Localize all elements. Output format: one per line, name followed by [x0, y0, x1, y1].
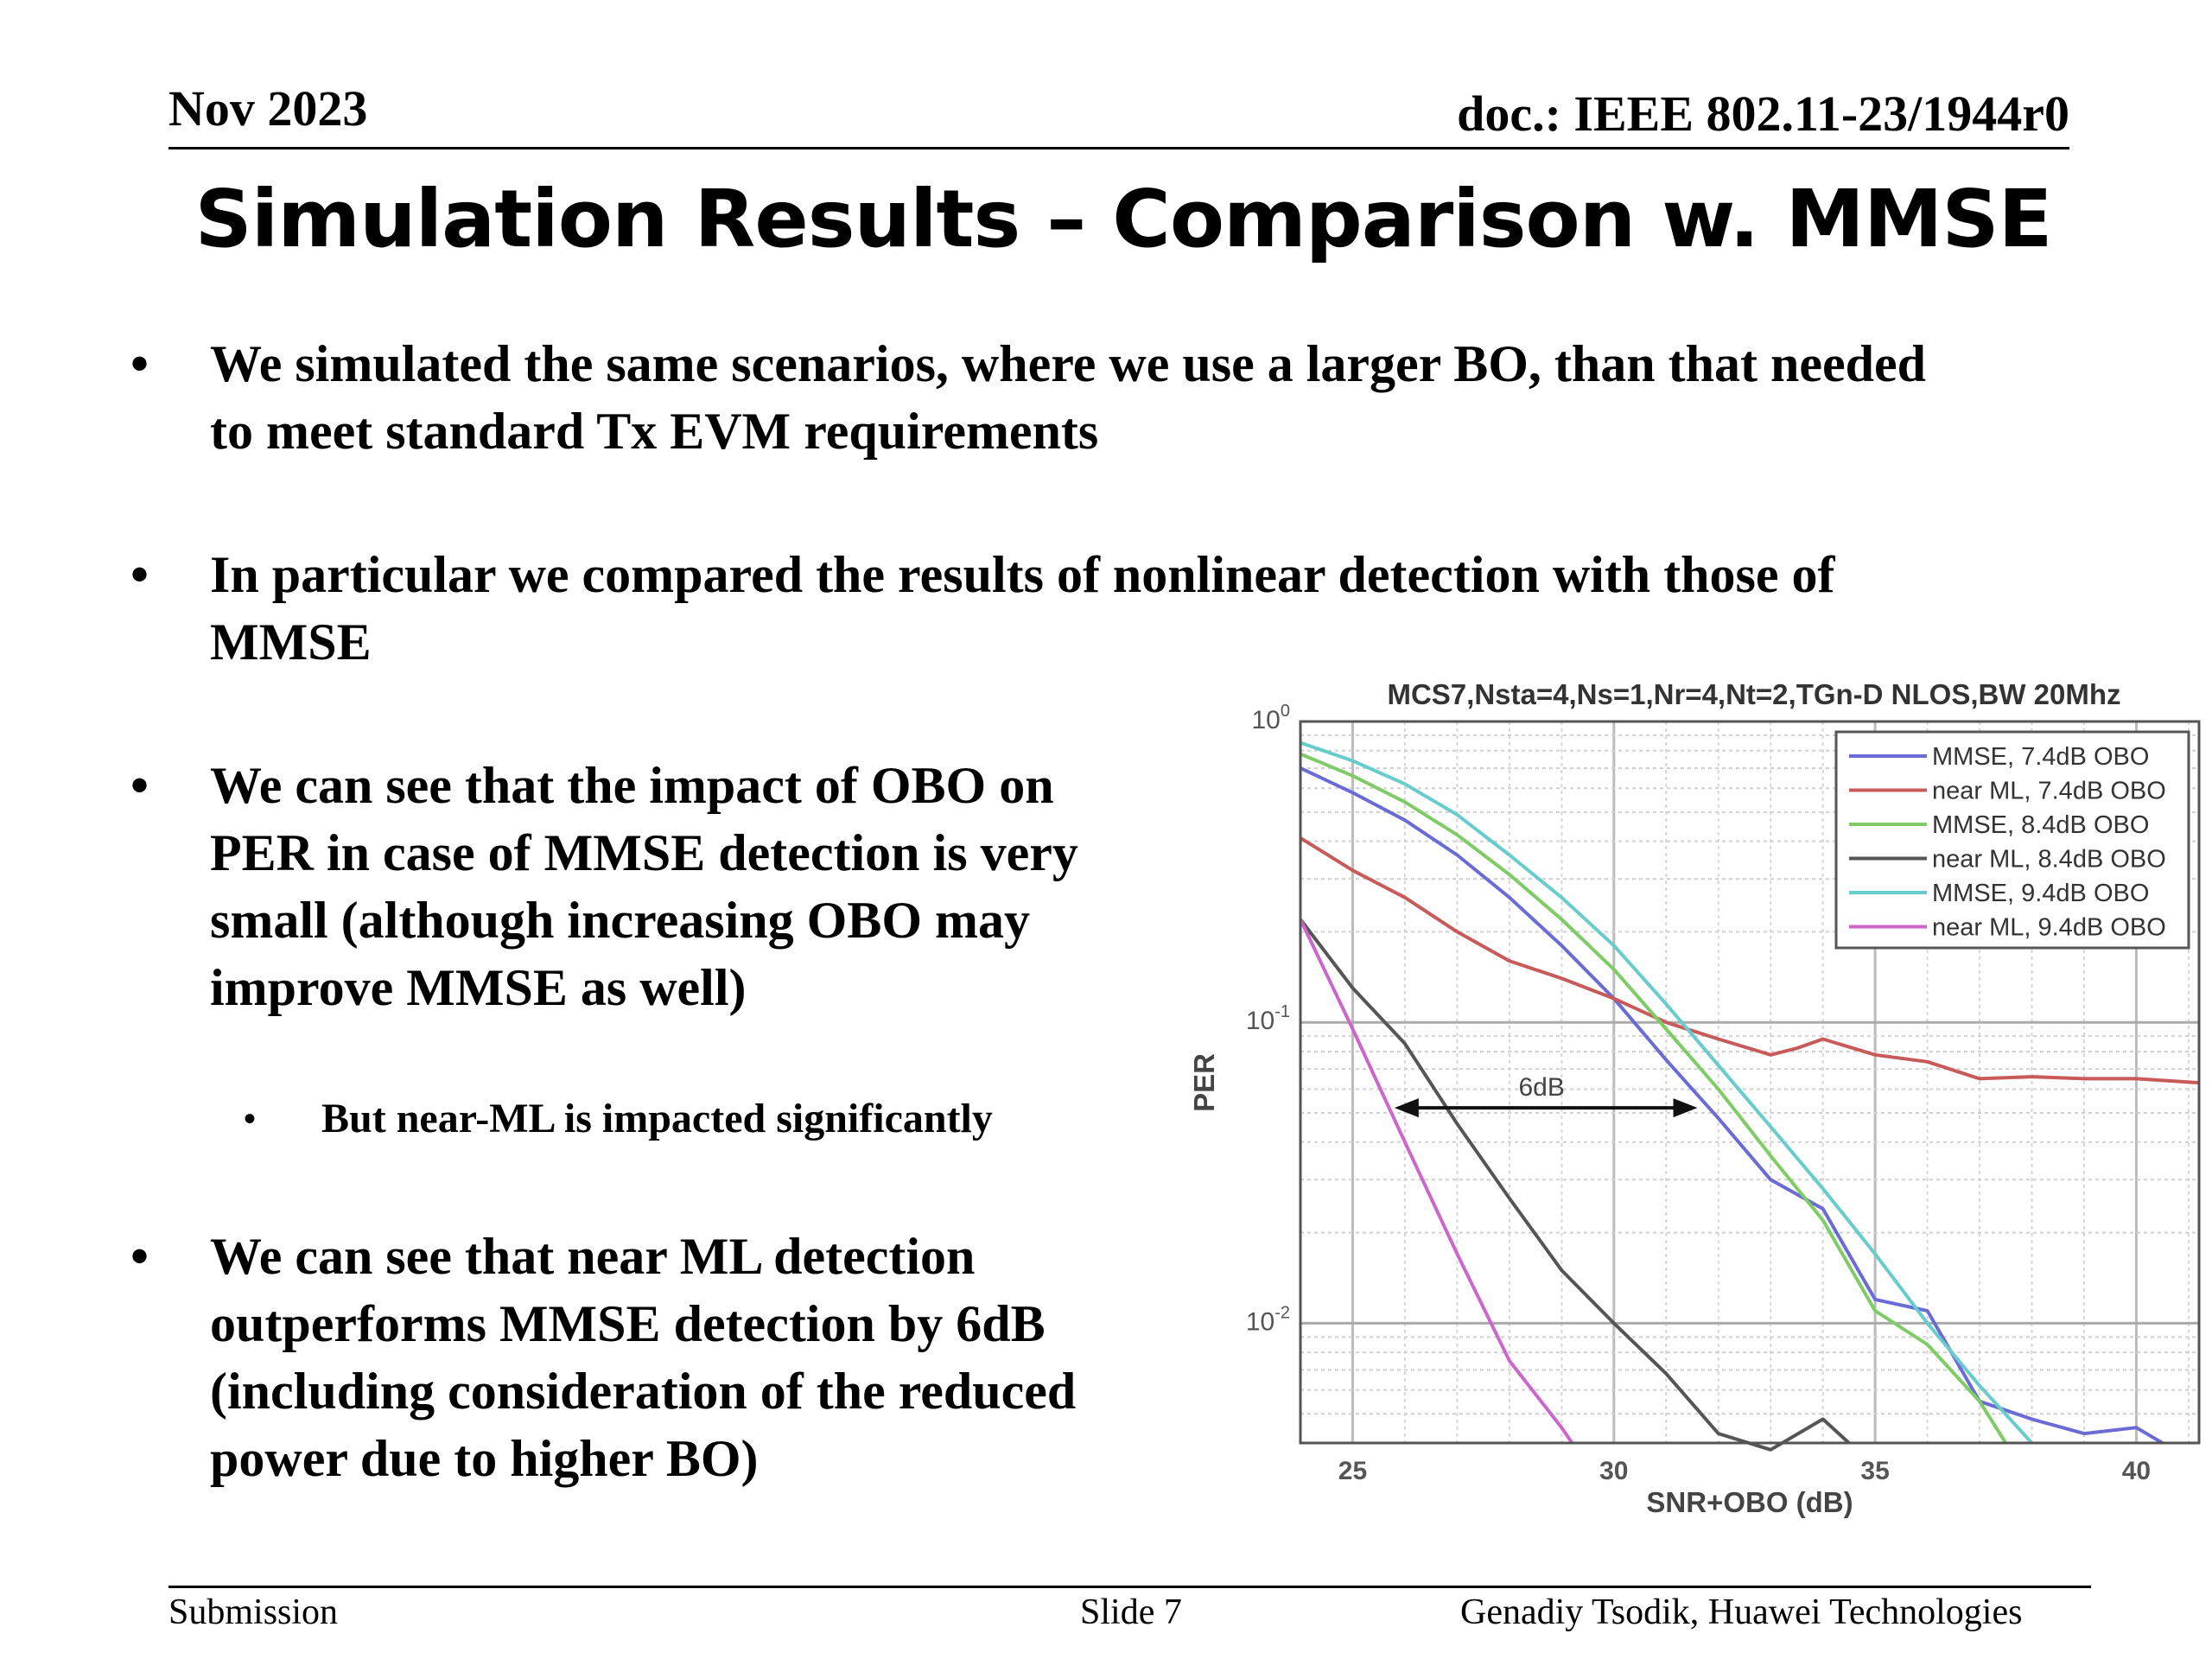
series-line-3 [1300, 752, 2007, 1445]
x-tick-label: 40 [2122, 1457, 2151, 1485]
bullet-1-line-1: We simulated the same scenarios, where w… [210, 335, 1926, 392]
chart-title: MCS7,Nsta=4,Ns=1,Nr=4,Nt=2,TGn-D NLOS,BW… [1387, 678, 2120, 710]
bullet-3-line-4: improve MMSE as well) [210, 959, 747, 1016]
legend-entry: MMSE, 7.4dB OBO [1932, 743, 2149, 771]
y-tick-label: 10-2 [1246, 1303, 1290, 1336]
bullet-2: • In particular we compared the results … [130, 541, 1835, 676]
annotation-arrow-left-head [1394, 1098, 1419, 1118]
series-line-4 [1299, 918, 1851, 1452]
footer-author: Genadiy Tsodik, Huawei Technologies [1460, 1592, 2023, 1632]
bullet-dot: • [130, 546, 149, 603]
plot-frame [1299, 720, 2201, 1445]
x-axis-label: SNR+OBO (dB) [1646, 1486, 1853, 1518]
bullet-4-line-1: We can see that near ML detection [210, 1228, 976, 1285]
footer-submission: Submission [168, 1592, 339, 1632]
legend-entry: near ML, 9.4dB OBO [1932, 914, 2166, 942]
series-line-5 [1300, 741, 2033, 1445]
slide-title: Simulation Results – Comparison w. MMSE [194, 173, 2052, 265]
bullet-1: • We simulated the same scenarios, where… [130, 330, 1926, 465]
series-line-2 [1299, 836, 2200, 1085]
x-tick-label: 30 [1599, 1457, 1628, 1485]
footer-divider [168, 1586, 2091, 1588]
bullet-4-line-3: (including consideration of the reduced [210, 1363, 1077, 1420]
y-tick-label: 10-1 [1246, 1002, 1290, 1035]
y-tick-labels: 100 10-1 10-2 [1246, 702, 1290, 1336]
sub-bullet-dot: • [244, 1099, 257, 1138]
x-tick-labels: 25 30 35 40 [1338, 1457, 2151, 1485]
chart-annotation: 6dB [1394, 1073, 1698, 1118]
series-line-6 [1299, 918, 1574, 1445]
chart-legend: MMSE, 7.4dB OBO near ML, 7.4dB OBO MMSE, 8… [1834, 730, 2190, 950]
bullet-1-line-2: to meet standard Tx EVM requirements [210, 403, 1099, 460]
bullet-dot: • [130, 1228, 149, 1285]
legend-entry: near ML, 7.4dB OBO [1932, 778, 2166, 805]
legend-entry: MMSE, 8.4dB OBO [1932, 811, 2149, 839]
x-tick-label: 35 [1860, 1457, 1889, 1485]
annotation-label: 6dB [1518, 1073, 1564, 1102]
bullet-3-line-3: small (although increasing OBO may [210, 892, 1030, 949]
legend-entry: MMSE, 9.4dB OBO [1932, 880, 2149, 907]
y-tick-label: 100 [1252, 702, 1291, 734]
bullet-3: • We can see that the impact of OBO on P… [130, 752, 1078, 1021]
bullet-4-line-4: power due to higher BO) [210, 1430, 759, 1487]
sub-bullet-text: But near-ML is impacted significantly [321, 1096, 993, 1141]
x-tick-label: 25 [1338, 1457, 1367, 1485]
series-line-1 [1300, 766, 2164, 1445]
annotation-arrow-right-head [1673, 1098, 1698, 1118]
per-chart: MCS7,Nsta=4,Ns=1,Nr=4,Nt=2,TGn-D NLOS,BW… [1188, 678, 2201, 1518]
header-doc-id: doc.: IEEE 802.11-23/1944r0 [1457, 86, 2069, 142]
chart-series [1299, 741, 2200, 1452]
header-date: Nov 2023 [168, 80, 368, 137]
bullet-2-line-2: MMSE [210, 613, 372, 671]
bullet-4: • We can see that near ML detection outp… [130, 1223, 1077, 1492]
bullet-dot: • [130, 335, 149, 392]
bullet-3-line-2: PER in case of MMSE detection is very [210, 824, 1078, 881]
y-axis-label: PER [1188, 1053, 1220, 1112]
bullet-2-line-1: In particular we compared the results of… [210, 546, 1835, 603]
legend-box [1834, 730, 2190, 950]
bullet-4-line-2: outperforms MMSE detection by 6dB [210, 1295, 1046, 1352]
bullet-dot: • [130, 757, 149, 814]
footer-slide-number: Slide 7 [1080, 1592, 1182, 1632]
header-divider [168, 147, 2069, 149]
sub-bullet: • But near-ML is impacted significantly [244, 1093, 993, 1145]
bullet-3-line-1: We can see that the impact of OBO on [210, 757, 1054, 814]
legend-entry: near ML, 8.4dB OBO [1932, 846, 2166, 874]
